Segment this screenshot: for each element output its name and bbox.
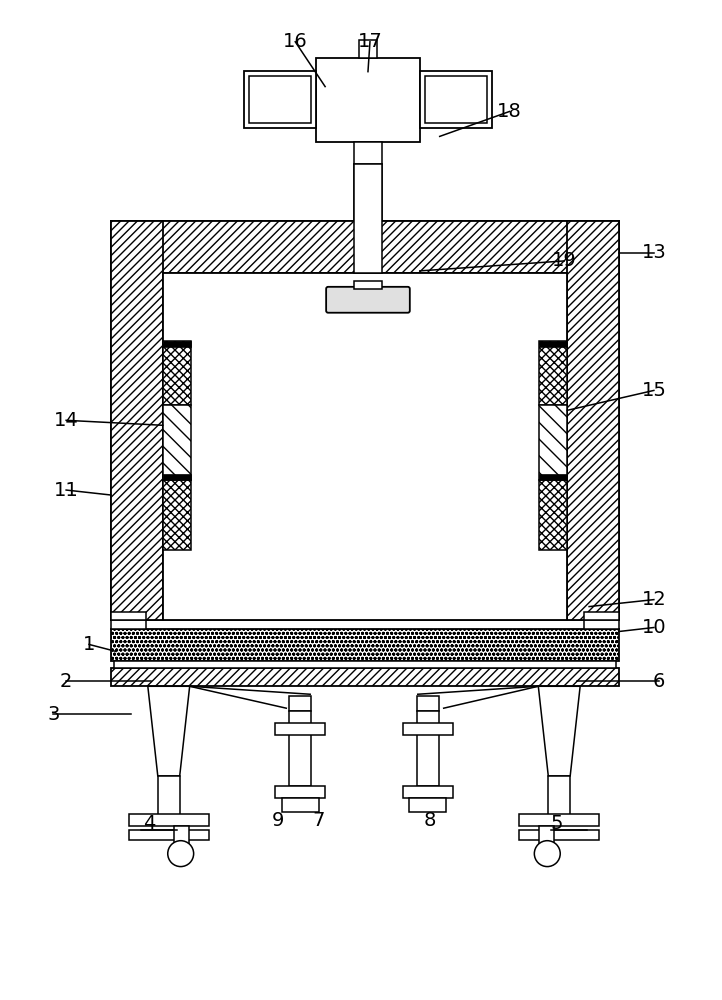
Text: 8: 8 [424, 811, 436, 830]
Text: 1: 1 [83, 635, 95, 654]
Bar [316, 58, 420, 142]
Bar [584, 612, 619, 620]
Polygon shape [148, 686, 190, 776]
Bar [354, 142, 382, 164]
Text: 16: 16 [283, 32, 308, 51]
Bar [111, 221, 162, 620]
Bar [290, 711, 311, 786]
Text: 11: 11 [53, 481, 79, 500]
Circle shape [534, 841, 560, 867]
Bar [584, 620, 619, 629]
Text: 13: 13 [641, 243, 666, 262]
Text: 10: 10 [642, 618, 666, 637]
Text: 2: 2 [60, 672, 72, 691]
Bar [539, 474, 567, 480]
Text: 17: 17 [357, 32, 383, 51]
Text: 18: 18 [497, 102, 522, 121]
Bar [290, 696, 311, 711]
Bar [162, 474, 191, 480]
Bar [162, 341, 191, 405]
Bar [420, 71, 492, 128]
Text: 7: 7 [312, 811, 324, 830]
Bar [403, 786, 453, 798]
Bar [539, 341, 567, 405]
Bar [354, 164, 382, 221]
Bar [539, 405, 567, 480]
Text: 14: 14 [53, 411, 79, 430]
Bar [244, 71, 316, 128]
Bar [162, 341, 191, 347]
Bar [158, 776, 180, 816]
Bar [417, 696, 439, 711]
Bar [162, 480, 191, 550]
Bar [111, 612, 146, 620]
Bar [162, 405, 191, 480]
Text: 5: 5 [551, 814, 563, 833]
Bar [403, 723, 453, 735]
Bar [129, 830, 209, 840]
Bar [519, 814, 599, 826]
Bar [111, 620, 146, 629]
Text: 15: 15 [641, 381, 666, 400]
Text: 19: 19 [552, 251, 577, 270]
Bar [539, 480, 567, 550]
Polygon shape [539, 686, 580, 776]
Bar [275, 786, 325, 798]
Bar [548, 776, 570, 816]
Bar [539, 341, 567, 347]
Text: 12: 12 [641, 590, 666, 609]
Bar [249, 76, 310, 123]
Bar [354, 281, 382, 289]
Bar [111, 221, 619, 620]
Text: 4: 4 [143, 814, 155, 833]
Bar [519, 830, 599, 840]
Bar [359, 40, 377, 58]
Bar [425, 76, 487, 123]
Bar [111, 221, 619, 273]
Circle shape [168, 841, 193, 867]
Bar [162, 273, 567, 620]
Bar [111, 629, 619, 661]
Bar [111, 668, 619, 686]
Bar [275, 723, 325, 735]
Text: 6: 6 [653, 672, 665, 691]
Bar [354, 164, 382, 273]
Bar [409, 798, 446, 812]
Bar [114, 661, 616, 668]
Bar [282, 798, 319, 812]
FancyBboxPatch shape [326, 287, 410, 313]
Bar [567, 221, 619, 620]
Text: 3: 3 [47, 705, 59, 724]
Bar [417, 711, 439, 786]
Bar [174, 826, 188, 844]
Bar [539, 826, 554, 844]
Text: 9: 9 [272, 811, 284, 830]
Bar [129, 814, 209, 826]
